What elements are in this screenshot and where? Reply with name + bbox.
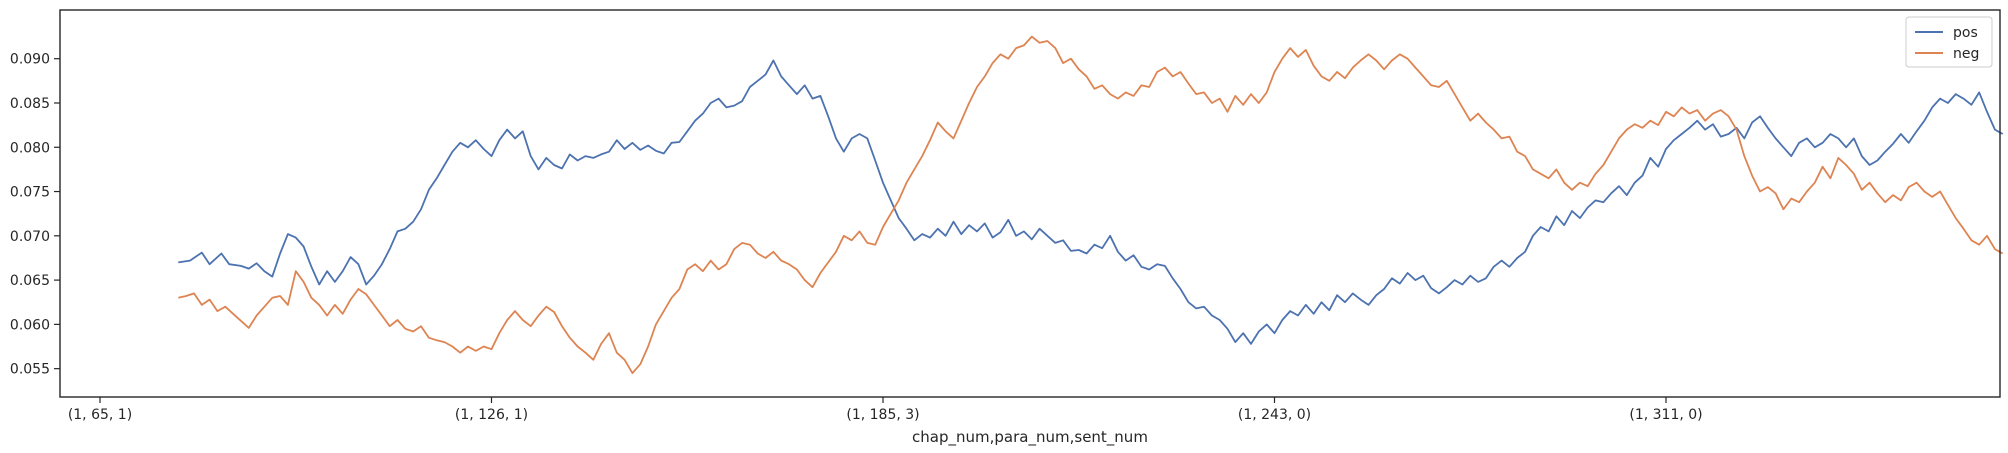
- y-tick-label: 0.090: [10, 52, 50, 68]
- legend: pos neg: [1905, 16, 1993, 68]
- y-tick-label: 0.065: [10, 273, 50, 289]
- x-tick-label: (1, 185, 3): [846, 407, 919, 423]
- y-tick-label: 0.055: [10, 362, 50, 378]
- plot-lines: [178, 35, 2004, 374]
- x-axis-title: chap_num,para_num,sent_num: [912, 428, 1148, 447]
- x-tick-label: (1, 65, 1): [68, 407, 132, 423]
- y-tick-label: 0.075: [10, 185, 50, 201]
- y-tick-label: 0.085: [10, 96, 50, 112]
- x-tick-label: (1, 311, 0): [1629, 407, 1702, 423]
- x-axis: (1, 65, 1) (1, 126, 1) (1, 185, 3) (1, 243,…: [68, 397, 1703, 423]
- y-tick-label: 0.070: [10, 229, 50, 245]
- y-tick-label: 0.080: [10, 140, 50, 156]
- legend-box: [1905, 16, 1993, 68]
- legend-label-neg: neg: [1953, 46, 1979, 62]
- y-tick-label: 0.060: [10, 317, 50, 333]
- series-line-pos: [178, 59, 2004, 345]
- x-tick-label: (1, 243, 0): [1238, 407, 1311, 423]
- y-axis: 0.055 0.060 0.065 0.070 0.075 0.080 0.085 0.090: [10, 52, 60, 378]
- plot-frame: [59, 9, 2001, 398]
- x-tick-label: (1, 126, 1): [455, 407, 528, 423]
- series-line-neg: [178, 35, 2004, 374]
- legend-label-pos: pos: [1953, 25, 1978, 41]
